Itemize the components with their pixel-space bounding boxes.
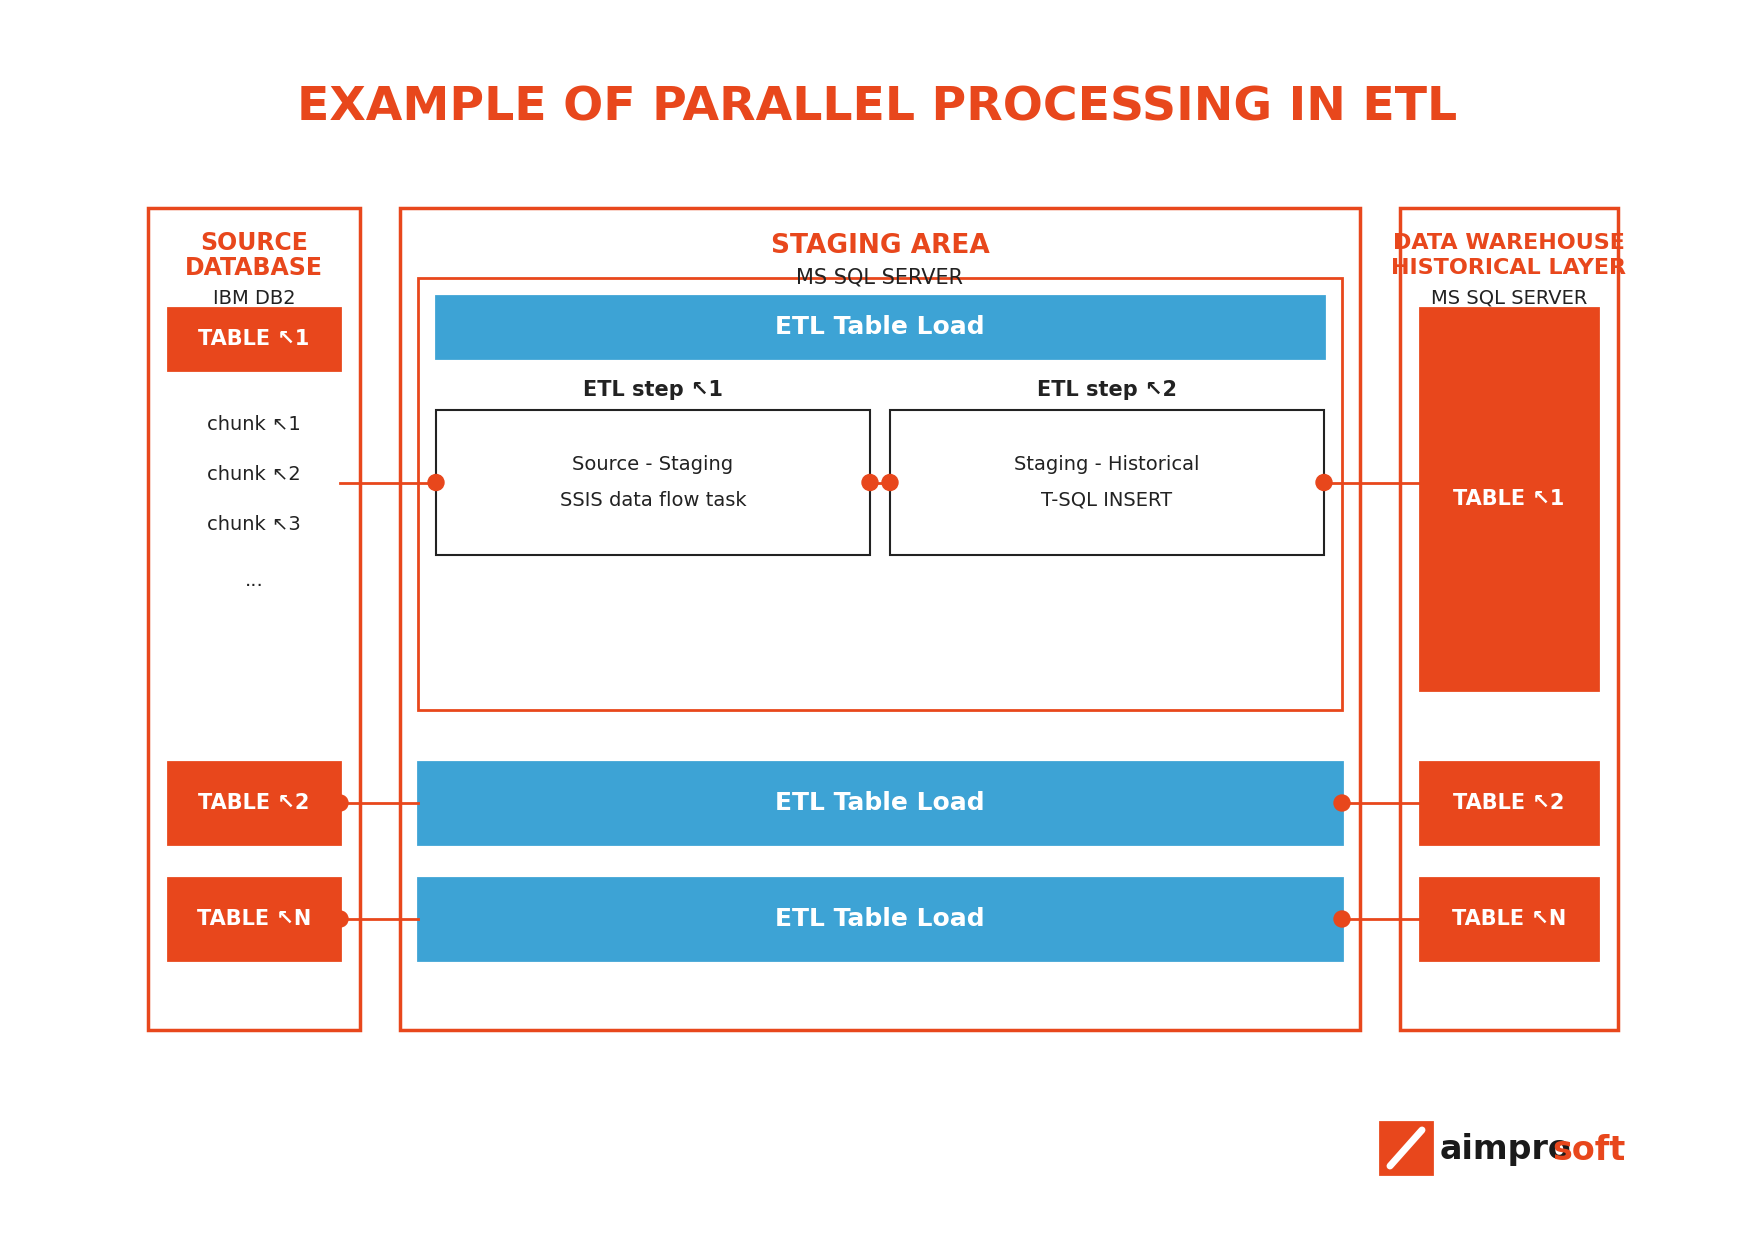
Text: SOURCE: SOURCE xyxy=(200,231,307,254)
Text: ETL step ↖2: ETL step ↖2 xyxy=(1037,380,1178,400)
Bar xyxy=(890,410,1323,555)
Bar xyxy=(418,877,1343,961)
Text: TABLE ↖2: TABLE ↖2 xyxy=(198,793,309,813)
Bar xyxy=(435,410,870,555)
Text: soft: soft xyxy=(1551,1133,1625,1167)
Bar xyxy=(1420,762,1599,844)
Text: DATABASE: DATABASE xyxy=(184,256,323,280)
Bar xyxy=(1379,1122,1432,1174)
Text: SSIS data flow task: SSIS data flow task xyxy=(560,491,746,510)
Text: TABLE ↖N: TABLE ↖N xyxy=(197,908,311,930)
Text: chunk ↖1: chunk ↖1 xyxy=(207,416,300,434)
Text: aimpro: aimpro xyxy=(1441,1133,1572,1167)
Bar xyxy=(1420,308,1599,690)
Bar xyxy=(418,278,1343,710)
Text: ETL Table Load: ETL Table Load xyxy=(776,907,985,931)
Circle shape xyxy=(332,795,347,812)
Circle shape xyxy=(332,911,347,927)
Text: IBM DB2: IBM DB2 xyxy=(212,288,295,308)
Text: EXAMPLE OF PARALLEL PROCESSING IN ETL: EXAMPLE OF PARALLEL PROCESSING IN ETL xyxy=(297,86,1457,130)
Text: TABLE ↖1: TABLE ↖1 xyxy=(1453,489,1565,509)
Bar xyxy=(1420,877,1599,961)
Bar xyxy=(168,308,340,370)
Text: HISTORICAL LAYER: HISTORICAL LAYER xyxy=(1392,258,1627,278)
Text: TABLE ↖N: TABLE ↖N xyxy=(1451,908,1565,930)
Bar xyxy=(400,208,1360,1030)
Text: ETL step ↖1: ETL step ↖1 xyxy=(583,380,723,400)
Circle shape xyxy=(1334,911,1350,927)
Text: TABLE ↖2: TABLE ↖2 xyxy=(1453,793,1565,813)
Circle shape xyxy=(862,474,878,490)
Text: TABLE ↖1: TABLE ↖1 xyxy=(198,329,309,349)
Circle shape xyxy=(1316,474,1332,490)
Bar xyxy=(435,297,1323,357)
Text: MS SQL SERVER: MS SQL SERVER xyxy=(1430,288,1587,308)
Text: chunk ↖2: chunk ↖2 xyxy=(207,465,300,484)
Bar xyxy=(147,208,360,1030)
Text: ETL Table Load: ETL Table Load xyxy=(776,791,985,815)
Text: ...: ... xyxy=(244,571,263,589)
Circle shape xyxy=(428,474,444,490)
Text: T-SQL INSERT: T-SQL INSERT xyxy=(1041,491,1172,510)
Text: STAGING AREA: STAGING AREA xyxy=(770,233,990,259)
Bar xyxy=(168,762,340,844)
Circle shape xyxy=(1334,795,1350,812)
Text: chunk ↖3: chunk ↖3 xyxy=(207,515,300,535)
Circle shape xyxy=(883,474,899,490)
Bar xyxy=(418,762,1343,844)
Bar xyxy=(1400,208,1618,1030)
Bar xyxy=(168,877,340,961)
Text: DATA WAREHOUSE: DATA WAREHOUSE xyxy=(1393,233,1625,253)
Text: Source - Staging: Source - Staging xyxy=(572,455,734,474)
Text: ETL Table Load: ETL Table Load xyxy=(776,315,985,339)
Text: MS SQL SERVER: MS SQL SERVER xyxy=(797,268,963,288)
Text: Staging - Historical: Staging - Historical xyxy=(1014,455,1200,474)
